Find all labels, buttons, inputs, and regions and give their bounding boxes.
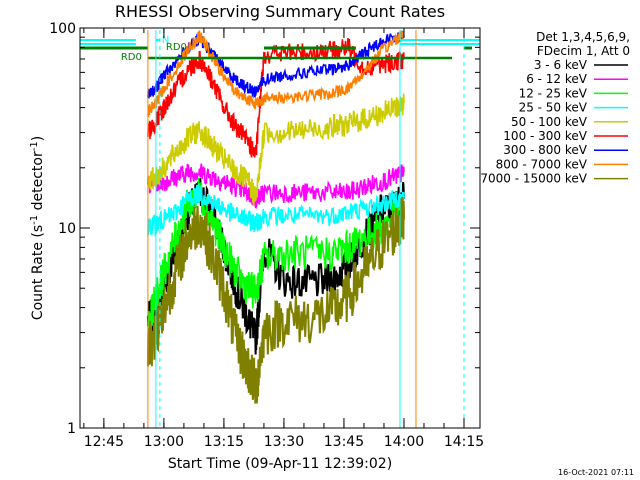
x-tick-label: 12:45 [84, 434, 124, 450]
plot-frame [79, 27, 481, 429]
legend-label: 25 - 50 keV [519, 101, 588, 115]
x-tick-label: 13:15 [204, 434, 244, 450]
mode-label: N [162, 35, 169, 46]
legend-label: 100 - 300 keV [503, 129, 587, 143]
series-line [147, 183, 405, 237]
series-line [147, 93, 405, 207]
y-axis-label-sup: -1 [29, 141, 40, 151]
legend-label: 3 - 6 keV [534, 58, 588, 72]
series-line [147, 177, 405, 333]
series-line [146, 196, 405, 404]
x-tick-label: 13:30 [264, 434, 304, 450]
series-line [147, 163, 405, 210]
x-axis: 12:45 13:00 13:15 13:30 13:45 14:00 14:15 [83, 28, 484, 450]
series-layer [146, 30, 405, 404]
x-tick-label: 14:15 [444, 434, 484, 450]
y-axis-label-sup: -1 [29, 215, 40, 225]
legend-label: 7000 - 15000 keV [480, 172, 587, 186]
y-tick-label: 1 [67, 421, 76, 437]
timestamp: 16-Oct-2021 07:11 [558, 468, 634, 477]
y-axis-label: Count Rate (s-1 detector-1) [29, 136, 47, 320]
x-axis-label: Start Time (09-Apr-11 12:39:02) [168, 456, 392, 472]
legend-label: 300 - 800 keV [503, 143, 587, 157]
x-tick-label: 13:00 [144, 434, 184, 450]
legend-label: 6 - 12 keV [526, 72, 588, 86]
legend: Det 1,3,4,5,6,9, FDecim 1, Att 0 3 - 6 k… [480, 30, 630, 186]
y-axis: 1 10 100 [49, 21, 480, 437]
series-line [147, 37, 405, 158]
mode-label: RD0 [121, 52, 142, 63]
mode-label: RD0 [166, 42, 187, 53]
y-tick-label: 100 [49, 21, 76, 37]
series-line [147, 30, 405, 117]
x-tick-label: 14:00 [384, 434, 424, 450]
legend-label: 50 - 100 keV [511, 115, 588, 129]
legend-label: 800 - 7000 keV [496, 157, 588, 171]
chart-title: RHESSI Observing Summary Count Rates [115, 2, 445, 21]
legend-header: Det 1,3,4,5,6,9, [536, 30, 630, 44]
legend-header: FDecim 1, Att 0 [537, 44, 630, 58]
y-tick-label: 10 [58, 221, 76, 237]
legend-label: 12 - 25 keV [519, 86, 588, 100]
x-tick-label: 13:45 [324, 434, 364, 450]
